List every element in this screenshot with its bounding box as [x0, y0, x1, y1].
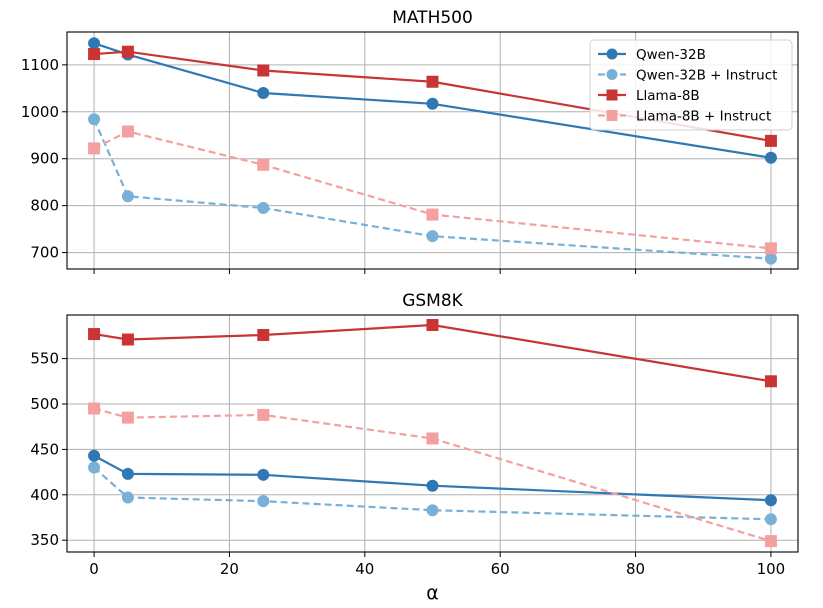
- panel-math500: 70080090010001100MATH500Qwen-32BQwen-32B…: [21, 8, 799, 274]
- panel-math500-frame: [66, 31, 799, 270]
- panel-gsm8k-ytick-label: 450: [30, 440, 59, 458]
- panel-math500-ytick-label: 1100: [21, 56, 59, 74]
- legend-marker: [606, 48, 618, 60]
- legend-label: Llama-8B: [636, 88, 700, 104]
- panel-gsm8k-series-qwen-32b-point: [426, 479, 439, 492]
- panel-gsm8k-series-qwen-32b-instruct-point: [257, 495, 270, 508]
- panel-math500-series-llama-8b-instruct-point: [426, 208, 439, 221]
- panel-gsm8k-ytick-label: 550: [30, 350, 59, 368]
- legend-marker: [606, 69, 618, 80]
- panel-math500-series-qwen-32b-instruct-point: [88, 113, 101, 126]
- panel-gsm8k-frame: [66, 314, 799, 553]
- panel-gsm8k-series-qwen-32b-point: [88, 449, 101, 462]
- panel-gsm8k-series-llama-8b-point: [121, 333, 134, 346]
- panel-gsm8k-series-qwen-32b: [88, 449, 777, 507]
- panel-gsm8k-series-llama-8b-instruct: [88, 402, 777, 548]
- panel-math500-ytick-label: 900: [30, 150, 59, 168]
- panel-math500-series-llama-8b-point: [257, 64, 270, 77]
- panel-gsm8k-xtick-label: 80: [626, 560, 645, 578]
- panel-math500-series-qwen-32b-point: [764, 151, 777, 164]
- panel-gsm8k-series-llama-8b: [88, 318, 777, 388]
- legend-label: Llama-8B + Instruct: [636, 109, 771, 125]
- panel-math500-series-llama-8b-instruct-point: [88, 142, 101, 155]
- panel-gsm8k-series-qwen-32b-point: [764, 494, 777, 507]
- panel-math500-series-qwen-32b-instruct-point: [121, 190, 134, 203]
- panel-math500-legend: Qwen-32B Qwen-32B + Instruct Llama-8B Llama…: [589, 39, 793, 131]
- panel-gsm8k-series-llama-8b-instruct-point: [764, 535, 777, 548]
- panel-gsm8k-series-qwen-32b-point: [257, 468, 270, 481]
- panel-gsm8k-series-llama-8b-instruct-point: [88, 402, 101, 415]
- panel-math500-ytick-label: 1000: [21, 103, 59, 121]
- panel-math500-series-qwen-32b-point: [257, 87, 270, 100]
- panel-gsm8k-xtick-label: 40: [355, 560, 374, 578]
- x-axis-label: α: [426, 582, 439, 604]
- legend-marker: [606, 110, 618, 121]
- panel-math500-series-llama-8b-instruct-point: [121, 125, 134, 138]
- panel-gsm8k-xtick-label: 20: [220, 560, 239, 578]
- panel-gsm8k-series-llama-8b-instruct-point: [121, 411, 134, 424]
- panel-gsm8k-ytick-label: 350: [30, 531, 59, 549]
- panel-math500-ytick-label: 800: [30, 197, 59, 215]
- panel-gsm8k-xtick-label: 0: [89, 560, 99, 578]
- legend-marker: [606, 89, 618, 101]
- panel-gsm8k-series-qwen-32b-point: [121, 467, 134, 480]
- panel-gsm8k-series-qwen-32b-line: [93, 454, 771, 502]
- panel-gsm8k-xtick-label: 100: [757, 560, 786, 578]
- legend-box: [589, 39, 793, 131]
- panel-math500-series-qwen-32b-point: [426, 97, 439, 110]
- legend-entry-llama-8b-instruct: Llama-8B + Instruct: [598, 109, 771, 125]
- panel-math500-series-llama-8b: [88, 45, 777, 147]
- panel-math500-series-llama-8b-instruct-point: [764, 242, 777, 255]
- panel-math500-title: MATH500: [392, 8, 473, 28]
- panel-math500-series-qwen-32b-instruct-point: [257, 201, 270, 214]
- panel-gsm8k-xtick-label: 60: [491, 560, 510, 578]
- panel-gsm8k-series-llama-8b-point: [257, 328, 270, 341]
- panel-gsm8k-series-llama-8b-line: [93, 323, 772, 383]
- legend-entry-llama-8b: Llama-8B: [598, 88, 700, 104]
- panel-gsm8k: 350 400 450 500 550 0 20 40 60 80 100 GSM8K: [30, 291, 799, 578]
- panel-math500-series-llama-8b-point: [764, 134, 777, 147]
- panel-gsm8k-series-qwen-32b-instruct-point: [121, 491, 134, 504]
- panel-math500-series-qwen-32b-point: [88, 37, 101, 50]
- panel-math500-series-qwen-32b-instruct-point: [764, 252, 777, 265]
- legend-label: Qwen-32B + Instruct: [636, 68, 777, 84]
- panel-gsm8k-series-qwen-32b-instruct-point: [426, 504, 439, 517]
- panel-gsm8k-series-llama-8b-instruct-point: [426, 432, 439, 445]
- panel-math500-series-llama-8b-point: [426, 75, 439, 88]
- panel-gsm8k-series-qwen-32b-instruct-point: [88, 461, 101, 474]
- panel-gsm8k-title: GSM8K: [402, 291, 463, 311]
- panel-math500-series-qwen-32b-instruct-point: [426, 230, 439, 243]
- panel-math500-series-qwen-32b-instruct: [88, 113, 777, 265]
- panel-gsm8k-series-qwen-32b-instruct-point: [764, 513, 777, 526]
- panel-math500-series-llama-8b-instruct-point: [257, 158, 270, 171]
- legend-entry-qwen-32b: Qwen-32B: [598, 47, 706, 63]
- legend-entry-qwen-32b-instruct: Qwen-32B + Instruct: [598, 68, 777, 84]
- panel-math500-series-llama-8b-point: [88, 48, 101, 61]
- panel-gsm8k-series-llama-8b-point: [426, 318, 439, 331]
- legend-label: Qwen-32B: [636, 47, 706, 63]
- panel-math500-ytick-label: 700: [30, 244, 59, 262]
- panel-gsm8k-ytick-label: 500: [30, 395, 59, 413]
- panel-math500-series-qwen-32b-instruct-line: [93, 118, 771, 260]
- panel-gsm8k-ytick-label: 400: [30, 486, 59, 504]
- panel-gsm8k-series-llama-8b-point: [88, 328, 101, 341]
- panel-gsm8k-series-llama-8b-point: [764, 375, 777, 388]
- panel-gsm8k-series-qwen-32b-instruct: [88, 461, 777, 526]
- panel-math500-series-llama-8b-instruct: [88, 125, 777, 255]
- panel-gsm8k-series-llama-8b-instruct-point: [257, 408, 270, 421]
- panel-math500-series-llama-8b-point: [121, 45, 134, 58]
